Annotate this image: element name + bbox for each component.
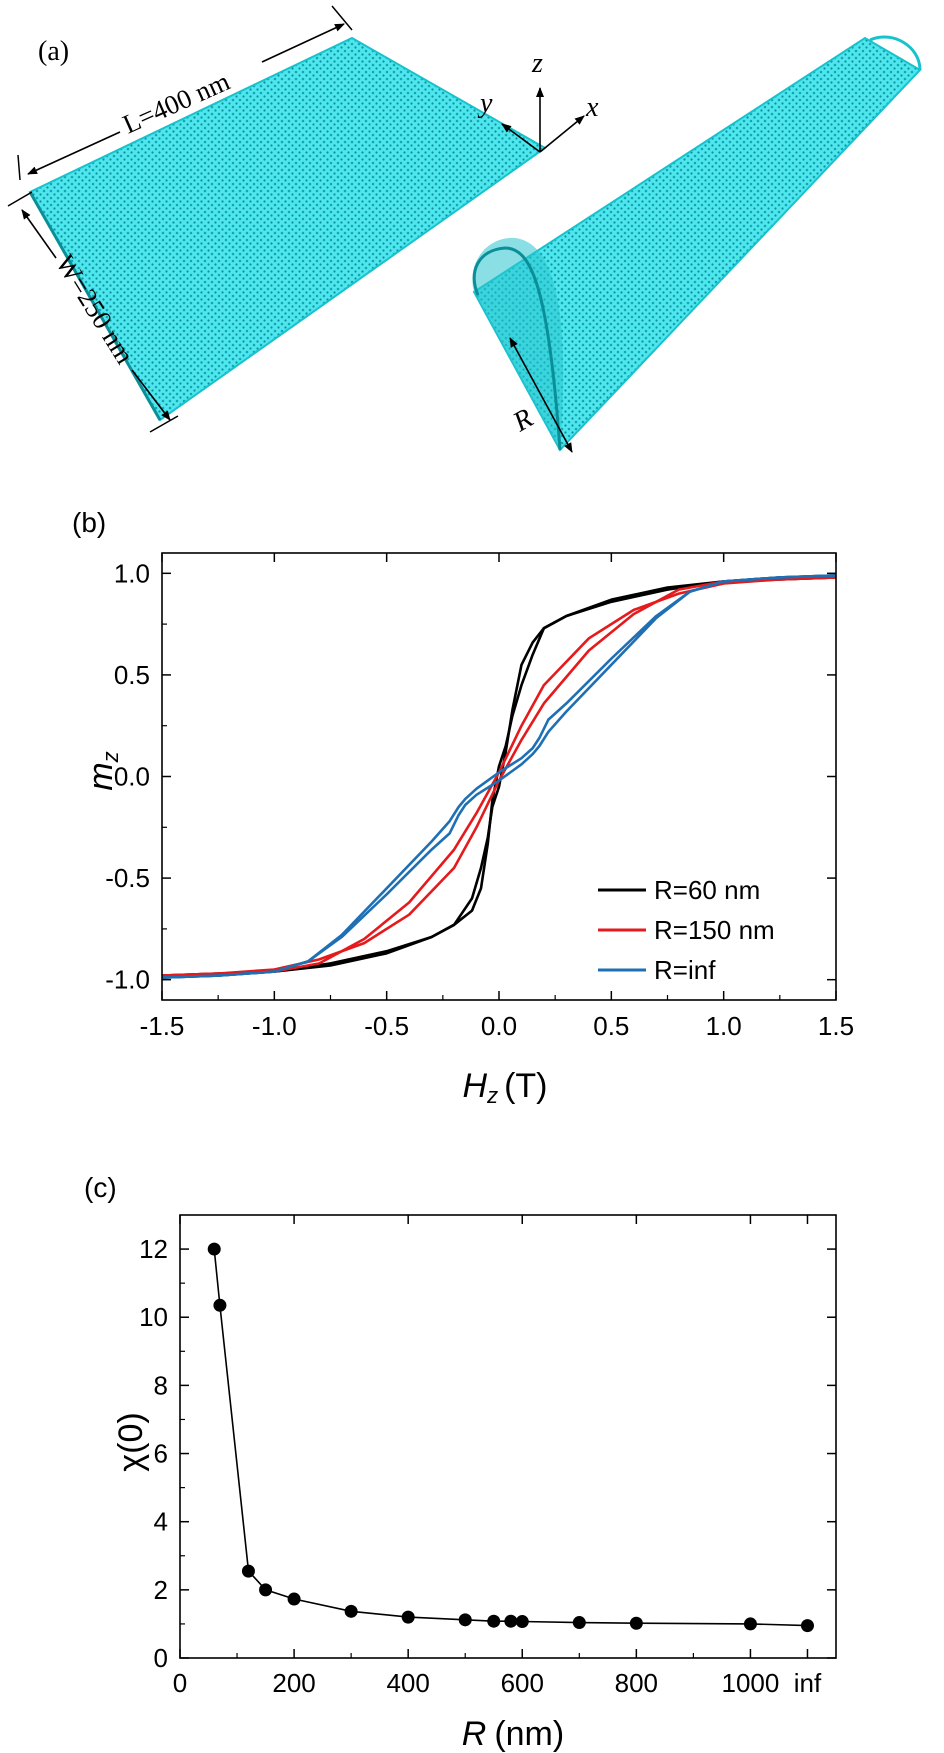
series-line-0-descending (161, 576, 837, 979)
flat-sheet-edge (28, 191, 162, 421)
chart-c-data-point (287, 1592, 301, 1606)
chart-c-ytick-label: 12 (139, 1234, 168, 1264)
chart-c-data-point (504, 1614, 518, 1628)
chart-c-xlabel-main: R (462, 1715, 487, 1753)
chart-b-ticks: -1.5 -1.0 -0.5 0.0 0.5 1.0 1.5 -1.0 -0.5 0.0 0.5 1.… (105, 553, 854, 1041)
chart-b-ytick-label: 0.5 (114, 660, 150, 690)
chart-b-hysteresis: (b) -1.5 -1.0 -0.5 0.0 0.5 1.0 1.5 -1.0 -0.5 0.0 0… (72, 507, 854, 1108)
x-axis-arrow (539, 115, 585, 153)
width-arrow-top (21, 209, 57, 259)
chart-c-series-line (213, 1249, 808, 1627)
chart-c-data-point (401, 1610, 415, 1624)
legend-label-0: R=60 nm (654, 875, 760, 905)
z-axis-label: z (531, 48, 543, 79)
chart-c-ytick-label: 2 (154, 1575, 168, 1605)
chart-b-xtick-label: -1.0 (252, 1011, 297, 1041)
y-axis-label: y (477, 88, 493, 119)
chart-c-data-point (344, 1604, 358, 1618)
chart-c-data-point (259, 1583, 273, 1597)
chart-b-ylabel-main: m (82, 762, 120, 790)
chart-c-ytick-label: 6 (154, 1439, 168, 1469)
chart-b-plot-area (161, 574, 837, 979)
chart-b-ytick-label: 1.0 (114, 558, 150, 588)
chart-b-xtick-label: 1.0 (706, 1011, 742, 1041)
chart-b-xtick-label: -0.5 (364, 1011, 409, 1041)
chart-c-ytick-label: 4 (154, 1507, 168, 1537)
chart-c-xtick-label: 400 (386, 1668, 429, 1698)
chart-c-data-point (213, 1298, 227, 1312)
length-arrow-right (261, 23, 345, 63)
chart-c-xtick-label: inf (794, 1668, 822, 1698)
chart-c-plot-area (207, 1242, 814, 1633)
chart-b-ylabel: mz (82, 751, 123, 790)
chart-c-ytick-label: 10 (139, 1302, 168, 1332)
length-tick-left (17, 154, 21, 181)
chart-b-ytick-label: 0.0 (114, 762, 150, 792)
chart-c-ticks: 0 200 400 600 800 1000 inf 0 2 4 6 8 10 12 (139, 1215, 836, 1698)
chart-c-ytick-label: 0 (154, 1643, 168, 1673)
chart-c-data-point (572, 1616, 586, 1630)
legend-label-2: R=inf (654, 955, 716, 985)
chart-c-xtick-label: 1000 (722, 1668, 780, 1698)
chart-b-xlabel-unit: (T) (504, 1067, 547, 1105)
width-tick-bottom (149, 415, 179, 433)
chart-c-data-point (241, 1564, 255, 1578)
chart-c-data-point (629, 1616, 643, 1630)
series-line-2-descending (161, 574, 837, 979)
chart-c-xtick-label: 0 (173, 1668, 187, 1698)
chart-c-frame (179, 1214, 837, 1659)
chart-b-xlabel-sub: z (486, 1083, 498, 1108)
length-tick-right (331, 5, 353, 31)
y-axis-arrow (501, 123, 541, 153)
chart-c-data-point (207, 1242, 221, 1256)
x-axis-label: x (585, 92, 599, 123)
chart-c-data-point (487, 1614, 501, 1628)
chart-b-ytick-label: -0.5 (105, 863, 150, 893)
width-arrow-bottom (131, 369, 171, 421)
chart-c-xlabel: R (nm) (462, 1715, 564, 1753)
chart-c-ytick-label: 8 (154, 1370, 168, 1400)
chart-c-xtick-label: 800 (615, 1668, 658, 1698)
chart-c-data-point (458, 1613, 472, 1627)
panel-a-label: (a) (38, 36, 69, 67)
chart-c-data-point (800, 1619, 814, 1633)
chart-b-xlabel: Hz (T) (463, 1067, 548, 1108)
width-tick-top (7, 191, 33, 207)
panel-c-label: (c) (84, 1172, 117, 1203)
chart-b-xtick-label: -1.5 (140, 1011, 185, 1041)
flat-sheet (28, 36, 547, 422)
chart-c-ylabel: χ(0) (112, 1412, 150, 1471)
radius-arrow (509, 337, 573, 453)
chart-b-legend: R=60 nm R=150 nm R=inf (598, 875, 775, 985)
chart-b-xtick-label: 1.5 (818, 1011, 854, 1041)
chart-c-data-point (743, 1617, 757, 1631)
chart-b-ytick-label: -1.0 (105, 965, 150, 995)
chart-c-data-point (515, 1615, 529, 1629)
chart-c-xtick-label: 200 (272, 1668, 315, 1698)
chart-b-ylabel-sub: z (98, 751, 123, 763)
legend-label-1: R=150 nm (654, 915, 775, 945)
chart-b-xtick-label: 0.5 (593, 1011, 629, 1041)
panel-b-label: (b) (72, 507, 106, 538)
series-line-0-ascending (161, 574, 837, 977)
radius-label: R (507, 403, 538, 439)
length-arrow-left (27, 131, 121, 175)
panel-a-illustration: (a) L=400 nm W=250 nm z x y R (7, 5, 922, 453)
chart-c-xlabel-unit: (nm) (494, 1715, 564, 1753)
chart-c-xtick-label: 600 (501, 1668, 544, 1698)
chart-b-xtick-label: 0.0 (481, 1011, 517, 1041)
chart-b-xlabel-main: H (463, 1067, 488, 1105)
